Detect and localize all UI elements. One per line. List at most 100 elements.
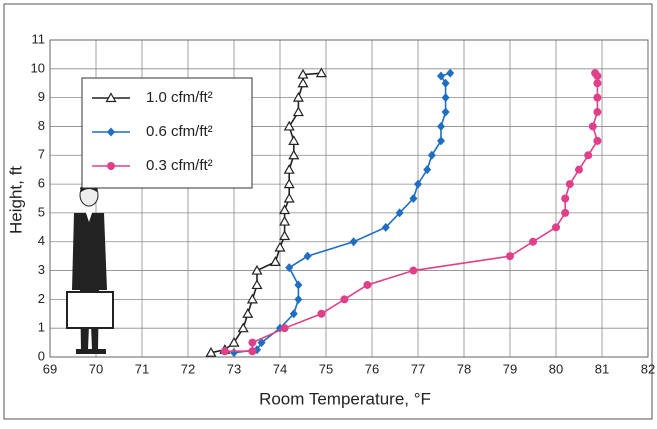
- data-point: [340, 295, 349, 304]
- data-point: [409, 194, 418, 203]
- x-tick-label: 77: [411, 361, 425, 376]
- data-point: [205, 346, 217, 357]
- data-point: [280, 324, 289, 333]
- data-point: [593, 136, 602, 145]
- data-point: [292, 91, 304, 102]
- data-point: [552, 223, 560, 232]
- legend-marker: [107, 162, 115, 170]
- data-point: [575, 165, 583, 174]
- data-point: [506, 252, 514, 261]
- data-point: [269, 256, 281, 266]
- legend-marker: [105, 92, 117, 103]
- data-point: [288, 149, 300, 160]
- x-tick-label: 82: [641, 361, 655, 376]
- x-tick-label: 79: [503, 361, 517, 376]
- data-point: [283, 120, 295, 131]
- data-point: [529, 237, 537, 246]
- data-point: [294, 294, 303, 304]
- data-point: [274, 241, 286, 252]
- x-axis-label: Room Temperature, °F: [259, 389, 431, 408]
- data-point: [297, 68, 309, 79]
- data-point: [279, 230, 291, 241]
- y-tick-label: 11: [32, 31, 46, 46]
- x-tick-label: 81: [595, 361, 609, 376]
- data-point: [248, 347, 257, 356]
- data-point: [437, 121, 445, 131]
- y-tick-label: 8: [38, 118, 45, 133]
- person-illustration: [66, 183, 114, 354]
- y-tick-label: 5: [38, 204, 45, 219]
- data-point: [427, 150, 436, 160]
- x-tick-label: 76: [365, 361, 379, 376]
- x-tick-label: 74: [273, 361, 287, 376]
- legend-label: 0.3 cfm/ft²: [146, 157, 213, 174]
- data-point: [381, 222, 390, 232]
- data-point: [230, 348, 238, 358]
- data-point: [242, 308, 254, 318]
- x-tick-label: 75: [319, 361, 333, 376]
- data-point: [561, 194, 570, 203]
- y-tick-label: 7: [38, 147, 45, 162]
- data-point: [593, 93, 602, 102]
- data-point: [593, 108, 602, 117]
- y-tick-label: 9: [38, 89, 45, 104]
- data-point: [297, 77, 309, 88]
- data-point: [441, 93, 450, 103]
- data-point: [437, 71, 445, 81]
- y-tick-label: 1: [38, 320, 45, 335]
- data-point: [283, 192, 295, 203]
- y-tick-label: 0: [38, 348, 45, 363]
- data-point: [409, 266, 418, 275]
- x-tick-label: 70: [89, 361, 103, 376]
- y-tick-label: 4: [38, 233, 45, 248]
- data-point: [279, 215, 291, 226]
- data-point: [283, 163, 295, 174]
- plot-area: [49, 39, 649, 358]
- data-point: [279, 204, 291, 215]
- legend-label: 1.0 cfm/ft²: [146, 89, 213, 106]
- data-point: [315, 67, 327, 78]
- data-point: [446, 68, 455, 78]
- x-tick-label: 73: [227, 361, 241, 376]
- data-point: [588, 122, 597, 131]
- y-tick-label: 3: [38, 262, 45, 277]
- x-tick-label: 72: [181, 361, 195, 376]
- data-point: [414, 179, 422, 189]
- legend-label: 0.6 cfm/ft²: [146, 123, 213, 140]
- y-tick-label: 2: [38, 291, 45, 306]
- data-point: [292, 106, 304, 117]
- data-point: [228, 336, 240, 347]
- data-point: [285, 263, 294, 273]
- data-point: [257, 338, 266, 348]
- x-tick-label: 80: [549, 361, 563, 376]
- data-point: [395, 208, 404, 218]
- data-point: [437, 136, 445, 146]
- x-tick-label: 71: [135, 361, 149, 376]
- data-point: [591, 69, 600, 78]
- data-point: [317, 309, 326, 318]
- x-tick-label: 78: [457, 361, 471, 376]
- data-point: [593, 79, 602, 88]
- data-point: [561, 208, 570, 217]
- legend-marker: [107, 127, 115, 137]
- data-point: [303, 251, 312, 261]
- data-point: [251, 264, 263, 275]
- frame: [3, 3, 653, 420]
- data-point: [289, 309, 298, 319]
- data-point: [288, 135, 300, 145]
- data-point: [349, 237, 358, 247]
- data-point: [220, 347, 229, 356]
- data-point: [423, 165, 432, 175]
- data-point: [283, 178, 295, 189]
- y-tick-label: 6: [38, 176, 45, 191]
- data-point: [441, 107, 450, 117]
- y-tick-label: 10: [31, 60, 45, 75]
- x-tick-label: 69: [43, 361, 57, 376]
- data-point: [294, 280, 303, 290]
- data-point: [565, 180, 574, 189]
- data-point: [584, 151, 593, 160]
- y-axis-label: Height, ft: [6, 166, 25, 234]
- data-point: [246, 293, 258, 304]
- data-point: [363, 280, 372, 289]
